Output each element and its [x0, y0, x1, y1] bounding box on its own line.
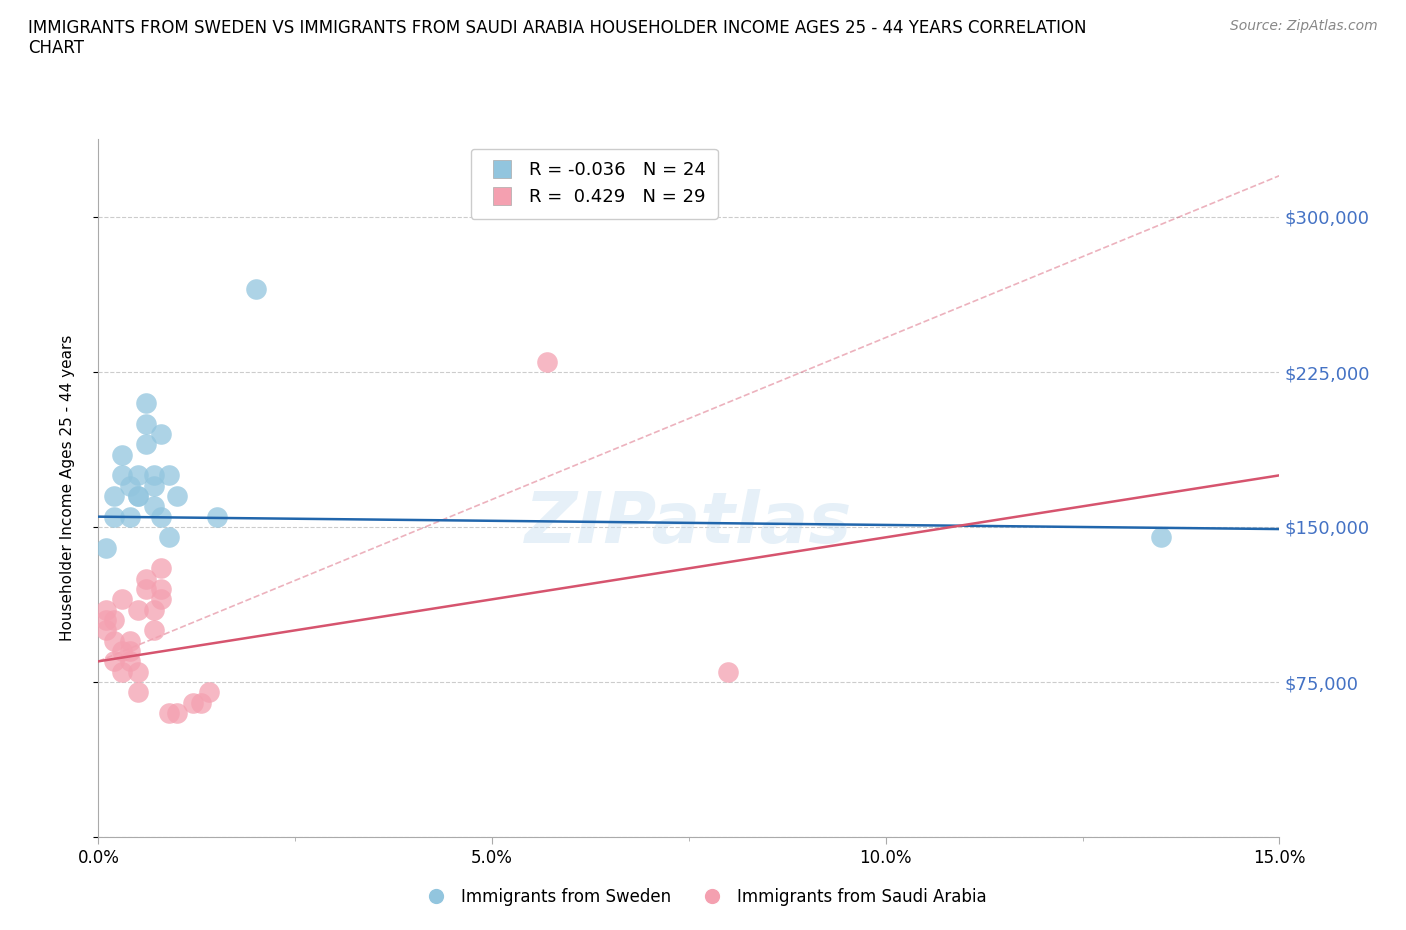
- Text: ZIPatlas: ZIPatlas: [526, 488, 852, 558]
- Point: [135, 417, 157, 432]
- Point: [127, 603, 149, 618]
- Point: [111, 644, 134, 658]
- Point: [536, 354, 558, 369]
- Point: [118, 478, 141, 493]
- Point: [135, 581, 157, 596]
- Point: [135, 437, 157, 452]
- Point: [150, 581, 173, 596]
- Point: [142, 468, 165, 483]
- Point: [197, 684, 219, 699]
- Point: [127, 488, 149, 503]
- Point: [127, 664, 149, 679]
- Point: [103, 613, 125, 628]
- Point: [103, 654, 125, 669]
- Point: [96, 540, 118, 555]
- Y-axis label: Householder Income Ages 25 - 44 years: Householder Income Ages 25 - 44 years: [60, 335, 75, 642]
- Point: [166, 488, 188, 503]
- Point: [96, 613, 118, 628]
- Point: [142, 623, 165, 638]
- Point: [118, 510, 141, 525]
- Point: [127, 468, 149, 483]
- Point: [96, 623, 118, 638]
- Point: [135, 395, 157, 410]
- Legend: Immigrants from Sweden, Immigrants from Saudi Arabia: Immigrants from Sweden, Immigrants from …: [412, 881, 994, 912]
- Point: [150, 591, 173, 606]
- Point: [157, 530, 180, 545]
- Point: [157, 706, 180, 721]
- Text: IMMIGRANTS FROM SWEDEN VS IMMIGRANTS FROM SAUDI ARABIA HOUSEHOLDER INCOME AGES 2: IMMIGRANTS FROM SWEDEN VS IMMIGRANTS FRO…: [28, 19, 1087, 58]
- Point: [150, 427, 173, 442]
- Point: [111, 447, 134, 462]
- Point: [142, 478, 165, 493]
- Point: [142, 498, 165, 513]
- Point: [118, 654, 141, 669]
- Point: [111, 591, 134, 606]
- Point: [135, 571, 157, 586]
- Legend: R = -0.036   N = 24, R =  0.429   N = 29: R = -0.036 N = 24, R = 0.429 N = 29: [471, 149, 718, 219]
- Point: [127, 684, 149, 699]
- Point: [127, 488, 149, 503]
- Point: [103, 510, 125, 525]
- Point: [103, 633, 125, 648]
- Point: [190, 696, 212, 711]
- Point: [142, 603, 165, 618]
- Point: [150, 561, 173, 576]
- Point: [150, 510, 173, 525]
- Point: [111, 468, 134, 483]
- Point: [111, 664, 134, 679]
- Point: [157, 468, 180, 483]
- Point: [118, 644, 141, 658]
- Point: [205, 510, 228, 525]
- Point: [717, 664, 740, 679]
- Point: [181, 696, 204, 711]
- Point: [1150, 530, 1173, 545]
- Text: Source: ZipAtlas.com: Source: ZipAtlas.com: [1230, 19, 1378, 33]
- Point: [118, 633, 141, 648]
- Point: [103, 488, 125, 503]
- Point: [245, 282, 267, 297]
- Point: [96, 603, 118, 618]
- Point: [166, 706, 188, 721]
